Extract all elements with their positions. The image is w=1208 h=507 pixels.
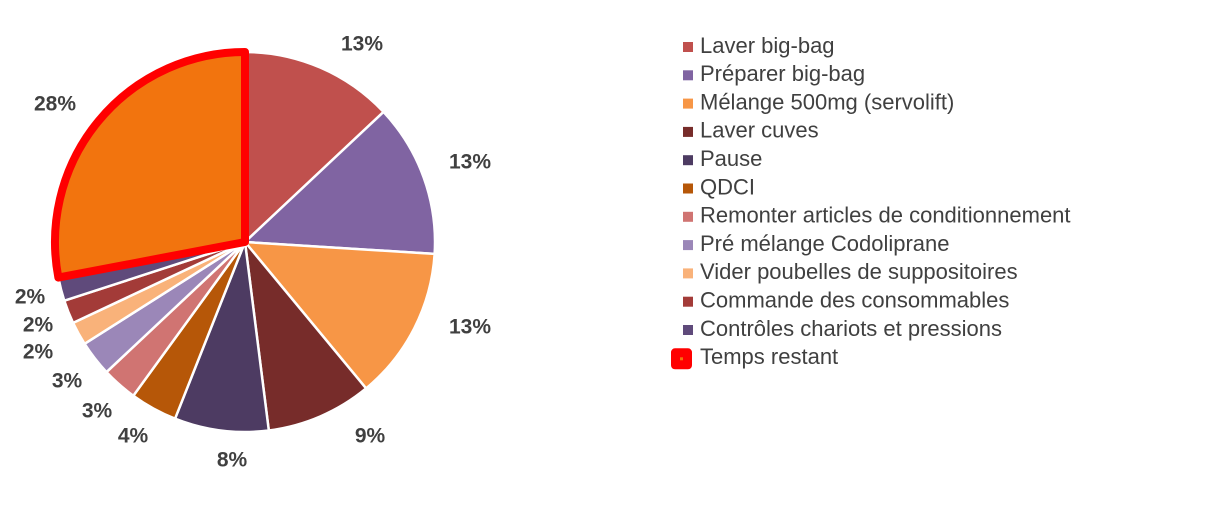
legend-swatch [683, 70, 693, 81]
data-label: 13% [449, 316, 491, 339]
legend-label: Contrôles chariots et pressions [700, 316, 1002, 341]
legend-swatch [683, 183, 693, 194]
legend-label: Mélange 500mg (servolift) [700, 89, 954, 114]
pie-slice [243, 50, 386, 245]
data-label: 13% [341, 33, 383, 56]
legend-label: Laver big-bag [700, 33, 835, 58]
data-label: 2% [23, 341, 54, 364]
legend-label: QDCI [700, 174, 755, 199]
legend-label: Pause [700, 146, 762, 171]
legend-label: Commande des consommables [700, 288, 1009, 313]
data-label: 3% [82, 400, 113, 423]
legend-swatch [683, 211, 693, 222]
data-label: 4% [118, 425, 149, 448]
legend-label: Temps restant [700, 344, 838, 369]
legend-swatch [683, 296, 693, 307]
legend-swatch [683, 42, 693, 52]
legend-swatch-inner [680, 357, 683, 361]
legend-swatch [683, 155, 693, 166]
legend-label: Préparer big-bag [700, 61, 865, 86]
data-label: 9% [355, 425, 386, 448]
data-label: 13% [449, 151, 491, 174]
data-label: 8% [217, 449, 248, 472]
pie-slice [173, 241, 271, 434]
pie-slice [51, 48, 249, 282]
legend-label: Pré mélange Codoliprane [700, 231, 950, 256]
legend-swatch [683, 98, 693, 109]
pie-slice [242, 110, 437, 256]
legend-label: Vider poubelles de suppositoires [700, 259, 1018, 284]
legend-swatch [683, 126, 693, 137]
legend-label: Remonter articles de conditionnement [700, 203, 1071, 228]
data-label: 2% [23, 314, 54, 337]
data-label: 2% [15, 286, 46, 309]
data-label: 28% [34, 93, 76, 116]
pie-slice [243, 237, 368, 432]
legend-swatch [683, 325, 693, 335]
data-label: 3% [52, 370, 83, 393]
legend-label: Laver cuves [700, 118, 819, 143]
legend-swatch [683, 268, 693, 279]
legend-swatch [683, 240, 693, 251]
pie-slice [242, 240, 436, 391]
